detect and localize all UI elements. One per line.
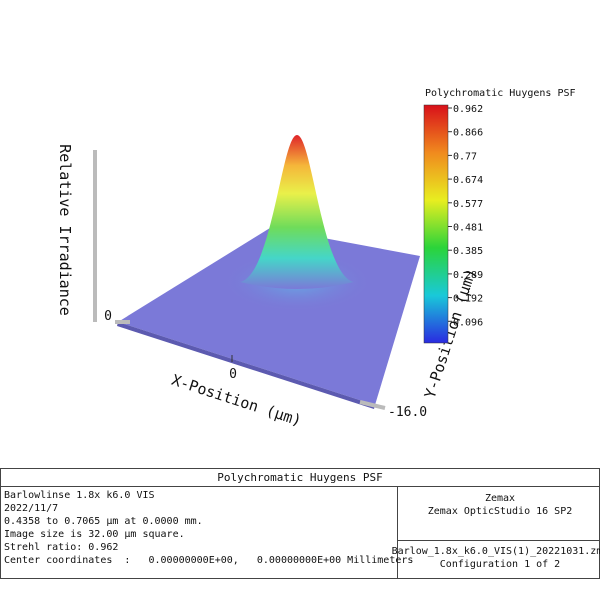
psf-peak [240, 135, 354, 289]
x-origin-label: 0 [229, 367, 237, 382]
legend-title: Polychromatic Huygens PSF [425, 88, 576, 99]
info-line: Image size is 32.00 μm square. [4, 529, 185, 540]
colorbar-tick-label: 0.385 [453, 246, 483, 257]
colorbar-tick-label: 0.577 [453, 199, 483, 210]
surface-edge [117, 322, 375, 409]
colorbar-tick-label: 0.192 [453, 294, 483, 305]
colorbar-tick-label: 0.289 [453, 270, 483, 281]
info-line: 0.4358 to 0.7065 μm at 0.0000 mm. [4, 516, 203, 527]
info-line: 2022/11/7 [4, 503, 58, 514]
configuration: Configuration 1 of 2 [440, 559, 560, 570]
z-origin-label: 0 [104, 309, 112, 324]
colorbar-tick-label: 0.481 [453, 223, 483, 234]
colorbar-tick-label: 0.866 [453, 128, 483, 139]
colorbar-tick-label: 0.77 [453, 151, 477, 162]
colorbar-tick-label: 0.674 [453, 175, 483, 186]
x-end-label: -16.0 [388, 405, 427, 420]
info-line: Barlowlinse 1.8x k6.0 VIS [4, 490, 155, 501]
colorbar-ticks: 0.962 0.866 0.77 0.674 0.577 0.481 0.385 0.289 0… [448, 104, 483, 328]
file-name: Barlow_1.8x_k6.0_VIS(1)_20221031.zmx [392, 546, 600, 557]
z-axis-label: Relative Irradiance [56, 144, 74, 316]
info-line: Center coordinates : 0.00000000E+00, 0.0… [4, 555, 413, 566]
info-line: Strehl ratio: 0.962 [4, 542, 118, 553]
colorbar [423, 104, 449, 344]
software: Zemax OpticStudio 16 SP2 [428, 506, 573, 517]
axis-marker [359, 400, 386, 410]
colorbar-tick-label: 0.962 [453, 104, 483, 115]
colorbar-tick-label: 0.096 [453, 317, 483, 328]
info-title: Polychromatic Huygens PSF [217, 471, 383, 484]
info-lines: Barlowlinse 1.8x k6.0 VIS 2022/11/7 0.4358… [4, 490, 413, 566]
company: Zemax [485, 493, 515, 504]
